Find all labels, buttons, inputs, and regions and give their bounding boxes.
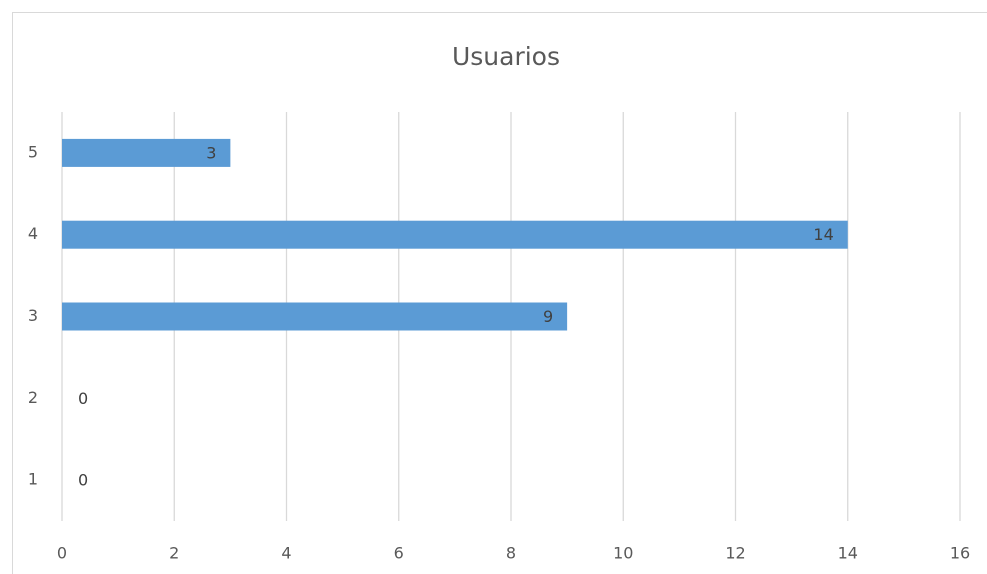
chart-title: Usuarios [452,42,560,71]
y-tick-label: 4 [28,224,38,243]
data-label: 3 [206,143,216,162]
x-tick-label: 6 [394,544,404,563]
bar [62,302,568,331]
x-tick-label: 2 [169,544,179,563]
data-label: 9 [543,307,553,326]
bar [62,138,231,167]
x-tick-label: 0 [57,544,67,563]
x-tick-label: 8 [506,544,516,563]
x-tick-label: 4 [281,544,291,563]
bar [62,220,848,249]
x-tick-label: 16 [950,544,970,563]
x-tick-label: 12 [725,544,745,563]
x-tick-label: 10 [613,544,633,563]
x-tick-label: 14 [838,544,858,563]
data-label: 14 [813,225,833,244]
data-label: 0 [78,389,88,408]
y-tick-label: 3 [28,306,38,325]
y-tick-label: 1 [28,470,38,489]
y-tick-label: 5 [28,142,38,161]
chart-frame [12,12,987,574]
y-tick-label: 2 [28,388,38,407]
data-label: 0 [78,471,88,490]
